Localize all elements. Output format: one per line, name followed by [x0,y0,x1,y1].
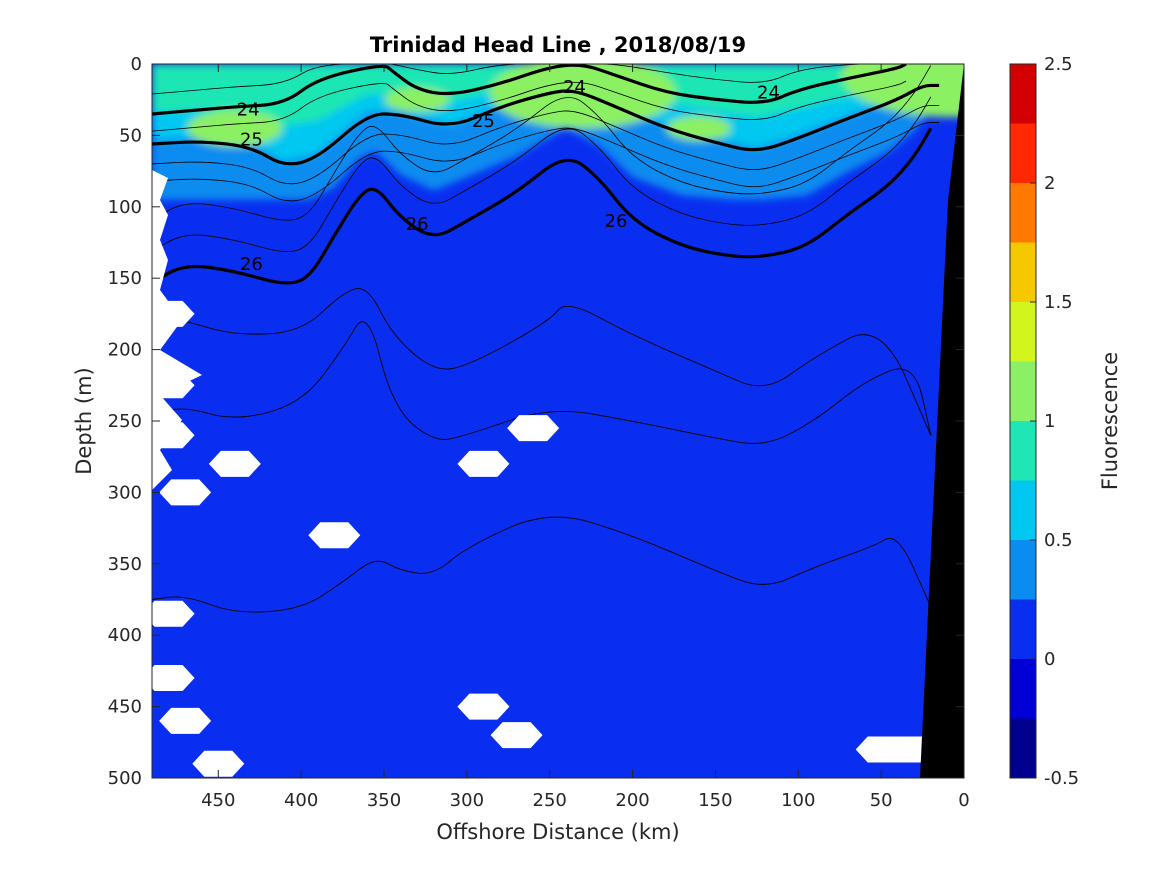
missing-data-patch [208,450,261,477]
colorbar-swatch [1010,718,1036,778]
colorbar-tick-label: 1 [1044,411,1055,432]
y-tick-label: 500 [108,768,142,789]
x-axis: 450 400 350 300 250 200 150 100 50 0 [201,64,970,811]
fluorescence-patch [384,87,450,113]
fluorescence-field [152,64,964,778]
contour-label: 25 [240,130,263,151]
isopycnal-26 [152,127,933,285]
thin-contour [152,65,932,221]
x-axis-label: Offshore Distance (km) [436,820,679,844]
y-tick-label: 250 [108,411,142,432]
colorbar-tick-label: -0.5 [1044,768,1079,789]
x-tick-label: 300 [450,790,484,811]
x-tick-label: 450 [201,790,235,811]
y-tick-label: 400 [108,625,142,646]
missing-data-patch [152,665,195,692]
x-tick-label: 150 [698,790,732,811]
x-tick-label: 350 [367,790,401,811]
contour-label: 26 [240,254,263,275]
y-tick-label: 50 [119,125,142,146]
colorbar-swatch [1010,599,1036,659]
missing-data-patch [457,450,510,477]
y-tick-label: 100 [108,197,142,218]
colorbar-tick-label: 0 [1044,649,1055,670]
y-axis: 0 50 100 150 200 250 300 350 400 450 500 [108,54,964,789]
thin-contour [152,64,906,95]
colorbar-tick-label: 2.5 [1044,54,1073,75]
thin-contour [152,288,932,436]
missing-data-patch [490,722,543,749]
missing-data-patch [507,415,560,442]
thin-density-contours [152,64,940,613]
thin-contour [152,321,932,444]
y-tick-label: 200 [108,340,142,361]
colorbar-swatch [1010,361,1036,421]
colorbar-swatch [1010,123,1036,183]
contour-label: 25 [472,111,495,132]
y-tick-label: 0 [131,54,142,75]
contour-label: 24 [237,100,260,121]
contour-label: 24 [757,83,780,104]
y-tick-label: 300 [108,482,142,503]
colorbar-swatch [1010,540,1036,600]
contour-label: 26 [605,211,628,232]
thin-contour [152,516,932,613]
x-tick-label: 250 [533,790,567,811]
thin-contour [152,80,907,132]
missing-data-patch [308,522,361,549]
fluorescence-patch [841,64,964,118]
isopycnal-25 [152,83,940,166]
thin-contour [152,96,932,252]
thin-contour [152,105,940,185]
thin-contour [152,122,940,202]
missing-data-regions [152,170,940,777]
y-tick-label: 350 [108,554,142,575]
field-layer-0_75 [152,64,964,126]
contour-label: 26 [406,214,429,235]
colorbar-swatch [1010,302,1036,362]
x-tick-label: 200 [615,790,649,811]
colorbar-label: Fluorescence [1098,352,1122,490]
colorbar-tick-label: 0.5 [1044,530,1073,551]
x-tick-label: 50 [870,790,893,811]
missing-data-edge [152,170,202,490]
y-axis-label: Depth (m) [72,367,96,474]
missing-data-patch [457,693,510,720]
fluorescence-patch [187,110,283,147]
missing-data-patch [152,600,195,627]
colorbar-swatch [1010,659,1036,719]
x-tick-label: 400 [284,790,318,811]
bathymetry [920,64,964,778]
y-tick-label: 450 [108,697,142,718]
x-tick-label: 0 [958,790,969,811]
colorbar: -0.5 0 0.5 1 1.5 2 2.5 [1009,54,1079,789]
y-tick-label: 150 [108,268,142,289]
missing-data-patch [159,707,212,734]
colorbar-swatch [1010,64,1036,124]
colorbar-swatch [1010,183,1036,243]
colorbar-tick-label: 2 [1044,173,1055,194]
missing-data-patch [855,736,940,763]
missing-data-patch [192,750,245,777]
colorbar-swatch [1010,480,1036,540]
colorbar-tick-label: 1.5 [1044,292,1073,313]
isopycnal-24 [152,64,907,116]
missing-data-patch [159,479,212,506]
colorbar-swatch [1010,242,1036,302]
chart-title: Trinidad Head Line , 2018/08/19 [370,33,746,57]
colorbar-swatch [1010,421,1036,481]
x-tick-label: 100 [781,790,815,811]
